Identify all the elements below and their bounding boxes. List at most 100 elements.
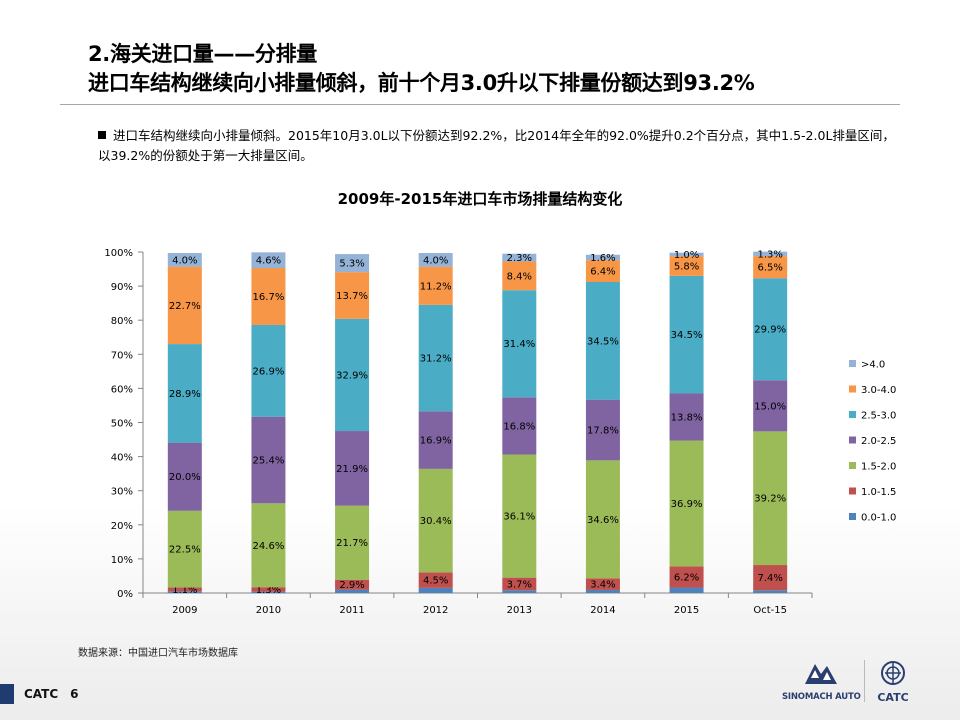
legend-swatch bbox=[849, 411, 856, 418]
bar-data-label: 2.3% bbox=[507, 253, 532, 264]
bar-segment bbox=[251, 587, 286, 592]
bar-segment bbox=[753, 590, 788, 593]
bar-data-label: 20.0% bbox=[169, 472, 201, 483]
bar-data-label: 25.4% bbox=[253, 456, 285, 467]
bar-data-label: 21.9% bbox=[336, 464, 368, 475]
bar-segment bbox=[585, 282, 620, 400]
bar-segment bbox=[502, 290, 537, 398]
x-tick-label: 2010 bbox=[256, 605, 281, 616]
bar-segment bbox=[251, 268, 286, 325]
bar-segment bbox=[585, 254, 620, 261]
bar-data-label: 34.5% bbox=[587, 336, 619, 347]
x-tick-label: Oct-15 bbox=[753, 605, 787, 616]
bar-data-label: 6.4% bbox=[590, 267, 615, 278]
legend-label: 2.0-2.5 bbox=[861, 436, 896, 447]
legend-swatch bbox=[849, 487, 856, 495]
bar-segment bbox=[167, 266, 202, 345]
legend-label: 2.5-3.0 bbox=[861, 411, 896, 422]
x-tick-label: 2009 bbox=[172, 605, 197, 616]
bar-segment bbox=[335, 318, 370, 432]
bar-segment bbox=[753, 565, 788, 591]
footer-brand: CATC 6 bbox=[24, 687, 79, 701]
bar-data-label: 8.4% bbox=[507, 271, 532, 282]
bar-segment bbox=[753, 278, 788, 381]
y-tick-label: 90% bbox=[111, 282, 133, 293]
legend-label: 1.5-2.0 bbox=[861, 462, 896, 473]
bar-data-label: 1.3% bbox=[256, 585, 281, 596]
bar-segment bbox=[669, 256, 704, 276]
legend-swatch bbox=[849, 436, 856, 444]
bar-data-label: 5.8% bbox=[674, 261, 699, 272]
bar-data-label: 17.8% bbox=[587, 426, 619, 437]
bar-data-label: 16.9% bbox=[420, 436, 452, 447]
bar-segment bbox=[502, 577, 537, 591]
bar-segment bbox=[502, 454, 537, 578]
y-tick-label: 100% bbox=[104, 248, 133, 259]
bar-segment bbox=[669, 587, 704, 593]
bar-segment bbox=[418, 468, 453, 573]
bar-data-label: 13.7% bbox=[336, 291, 368, 302]
sinomach-logo: SINOMACH AUTO bbox=[782, 660, 861, 702]
footer-accent-bar bbox=[0, 684, 14, 704]
bar-segment bbox=[502, 397, 537, 455]
bar-segment bbox=[502, 590, 537, 593]
bar-data-label: 4.6% bbox=[256, 256, 281, 267]
footer-brand-label: CATC bbox=[24, 687, 59, 701]
bar-data-label: 22.5% bbox=[169, 545, 201, 556]
bar-segment bbox=[669, 440, 704, 567]
bar-segment bbox=[167, 591, 202, 593]
bar-data-label: 29.9% bbox=[754, 325, 786, 336]
bar-segment bbox=[167, 587, 202, 592]
legend-label: 3.0-4.0 bbox=[861, 385, 896, 396]
bar-data-label: 4.5% bbox=[423, 576, 448, 587]
bar-data-label: 1.0% bbox=[674, 250, 699, 261]
bar-segment bbox=[335, 272, 370, 319]
description-text: 进口车结构继续向小排量倾斜。2015年10月3.0L以下份额达到92.2%，比2… bbox=[98, 128, 895, 163]
stacked-bar-chart: 0% 10% 20% 30% 40% 50% 60% 70% 80% 90% 100% 2009 201… bbox=[104, 248, 896, 616]
bar-data-label: 26.9% bbox=[253, 366, 285, 377]
x-tick-label: 2013 bbox=[507, 605, 532, 616]
bar-segment bbox=[418, 587, 453, 593]
bar-segment bbox=[585, 460, 620, 579]
y-tick-label: 50% bbox=[111, 419, 133, 430]
bar-data-label: 16.7% bbox=[253, 292, 285, 303]
bar-segment bbox=[335, 589, 370, 593]
bar-segment bbox=[669, 566, 704, 588]
bar-segment bbox=[753, 256, 788, 279]
bar-segment bbox=[502, 253, 537, 262]
bar-segment bbox=[418, 411, 453, 469]
legend-label: >4.0 bbox=[861, 360, 885, 371]
bar-data-label: 15.0% bbox=[754, 401, 786, 412]
bar-segment bbox=[251, 324, 286, 417]
bar-data-label: 5.3% bbox=[339, 259, 364, 270]
bar-data-label: 3.4% bbox=[590, 580, 615, 591]
bar-data-label: 6.2% bbox=[674, 572, 699, 583]
y-tick-label: 20% bbox=[111, 521, 133, 532]
legend-swatch bbox=[849, 462, 856, 469]
bar-segment bbox=[335, 579, 370, 590]
bar-segment bbox=[167, 510, 202, 588]
x-tick-label: 2012 bbox=[423, 605, 448, 616]
bar-data-label: 39.2% bbox=[754, 494, 786, 505]
bar-segment bbox=[585, 589, 620, 593]
x-tick-label: 2015 bbox=[674, 605, 699, 616]
bar-segment bbox=[167, 442, 202, 511]
bar-data-label: 1.1% bbox=[172, 585, 197, 596]
bar-segment bbox=[502, 261, 537, 291]
bar-segment bbox=[167, 344, 202, 443]
bar-data-label: 34.6% bbox=[587, 515, 619, 526]
bar-segment bbox=[669, 275, 704, 394]
bar-data-label: 28.9% bbox=[169, 389, 201, 400]
bar-data-label: 13.8% bbox=[671, 413, 703, 424]
bar-data-label: 1.6% bbox=[590, 253, 615, 264]
bar-data-label: 34.5% bbox=[671, 330, 703, 341]
bar-segment bbox=[418, 266, 453, 305]
bar-data-label: 11.2% bbox=[420, 281, 452, 292]
bar-segment bbox=[669, 393, 704, 441]
bar-segment bbox=[418, 304, 453, 412]
sinomach-mountain-icon bbox=[805, 664, 837, 684]
bar-segment bbox=[585, 578, 620, 590]
chart-title: 2009年-2015年进口车市场排量结构变化 bbox=[337, 190, 623, 208]
legend-label: 1.0-1.5 bbox=[861, 487, 896, 498]
bar-segment bbox=[335, 505, 370, 580]
